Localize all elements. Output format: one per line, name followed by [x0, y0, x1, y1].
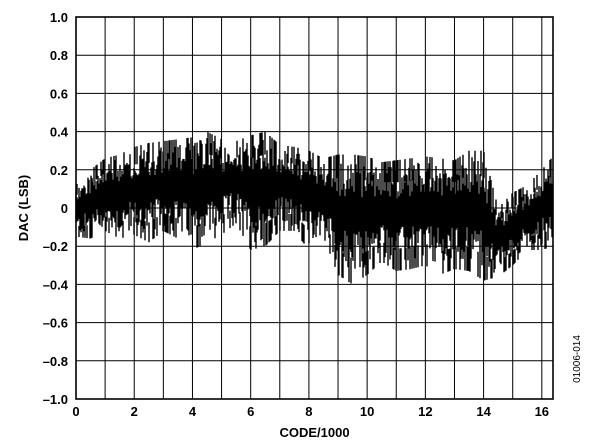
y-tick-label: –0.2	[43, 239, 68, 254]
y-tick-label: 0.8	[50, 48, 68, 63]
y-tick-label: 0.4	[50, 125, 69, 140]
x-tick-label: 12	[418, 404, 432, 419]
data-band	[75, 131, 553, 284]
y-tick-label: –0.8	[43, 354, 68, 369]
dac-error-trace	[75, 131, 553, 284]
x-tick-label: 14	[476, 404, 491, 419]
x-tick-label: 0	[72, 404, 79, 419]
y-tick-label: 0.2	[50, 163, 68, 178]
x-tick-label: 4	[189, 404, 197, 419]
y-tick-label: 0.6	[50, 86, 68, 101]
y-tick-label: –0.4	[43, 277, 69, 292]
x-tick-label: 16	[535, 404, 549, 419]
x-tick-label: 8	[305, 404, 312, 419]
x-tick-label: 6	[247, 404, 254, 419]
figure-id: 01006-014	[572, 335, 583, 383]
y-axis-label: DAC (LSB)	[16, 175, 31, 241]
y-tick-label: 0	[61, 201, 68, 216]
y-tick-label: –0.6	[43, 316, 68, 331]
plot-frame	[75, 16, 554, 400]
y-tick-label: 1.0	[50, 10, 68, 25]
x-tick-labels: 0 2 4 6 8 10 12 14 16	[72, 404, 549, 419]
y-tick-labels: 1.0 0.8 0.6 0.4 0.2 0 –0.2 –0.4 –0.6 –0.8 –1.0	[43, 10, 69, 407]
x-tick-label: 10	[360, 404, 374, 419]
x-axis-label: CODE/1000	[279, 425, 349, 440]
x-tick-label: 2	[131, 404, 138, 419]
y-tick-label: –1.0	[43, 392, 68, 407]
